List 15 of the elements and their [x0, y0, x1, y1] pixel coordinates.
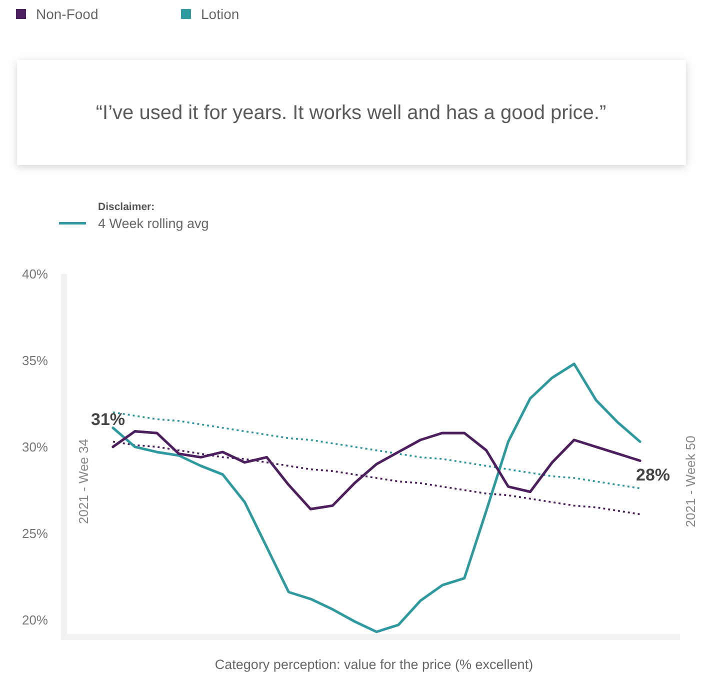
data-label: 31% — [91, 410, 126, 429]
legend-label: Non-Food — [36, 6, 98, 22]
legend-label: Lotion — [201, 6, 240, 22]
text: Disclaimer: — [98, 201, 155, 213]
x-axis-title: Category perception: value for the price (% excellent) — [214, 657, 534, 672]
data-label: 28% — [636, 465, 670, 484]
text: “I’ve used it for years. It works well and has a good price.” — [96, 102, 606, 124]
y-tick-label: 30% — [22, 439, 48, 454]
text: 4 Week rolling avg — [98, 216, 209, 231]
y-tick-label: 25% — [22, 526, 48, 541]
y-tick-label: 40% — [22, 266, 48, 282]
y-tick-label: 35% — [22, 352, 48, 368]
text: 2021 - Week 50 — [683, 436, 698, 528]
text: 2021 - Wee 34 — [76, 438, 91, 524]
y-tick-label: 20% — [22, 612, 48, 628]
